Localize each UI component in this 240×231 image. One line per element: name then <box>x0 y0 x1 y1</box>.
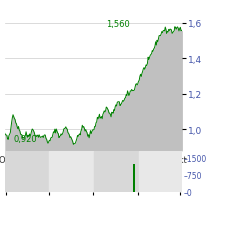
Text: 1,560: 1,560 <box>106 20 130 29</box>
Bar <box>138 151 183 192</box>
Bar <box>133 165 135 192</box>
Bar <box>94 151 138 192</box>
Text: 0,920: 0,920 <box>13 134 37 143</box>
Bar <box>49 151 94 192</box>
Bar <box>5 151 49 192</box>
